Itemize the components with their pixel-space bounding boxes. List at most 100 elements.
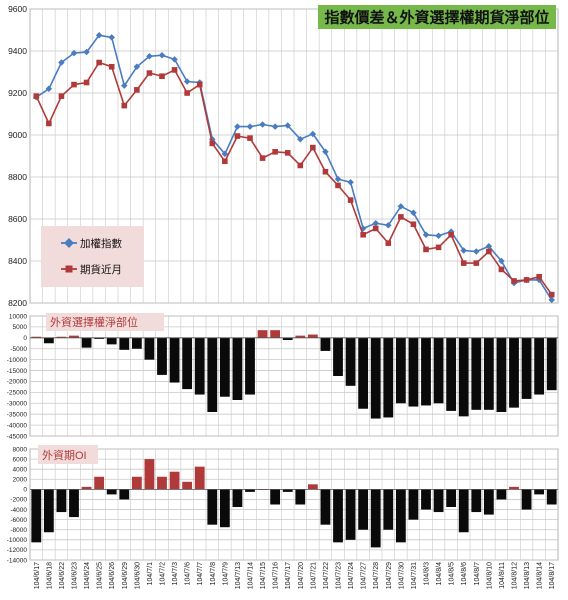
bar xyxy=(194,337,205,395)
data-point xyxy=(134,87,140,93)
data-point xyxy=(310,144,316,151)
x-tick-label: 104/6/22 xyxy=(59,562,66,589)
bar xyxy=(157,476,167,490)
y-tick-label: -25000 xyxy=(7,390,28,397)
bar xyxy=(333,337,343,376)
chart-title-box xyxy=(318,5,556,29)
bar xyxy=(534,337,545,395)
data-point xyxy=(347,197,354,203)
bar xyxy=(119,489,130,500)
bar xyxy=(521,489,532,510)
data-point xyxy=(158,51,166,59)
bar xyxy=(131,337,142,349)
x-tick-label: 104/6/26 xyxy=(109,562,116,589)
y-tick-label: -5000 xyxy=(10,346,27,353)
y-tick-label: -45000 xyxy=(7,433,28,440)
data-point xyxy=(284,150,291,156)
bar xyxy=(521,337,532,399)
y-tick-label: -10000 xyxy=(7,357,28,364)
bar xyxy=(69,489,79,518)
bar xyxy=(31,489,42,543)
bar xyxy=(496,489,507,500)
bar xyxy=(345,337,356,386)
y-tick-label: -14000 xyxy=(7,557,28,564)
data-point xyxy=(511,278,517,284)
data-point xyxy=(297,135,304,143)
x-tick-label: 104/6/17 xyxy=(34,562,41,589)
bar xyxy=(546,489,557,505)
data-point xyxy=(96,59,102,66)
data-point xyxy=(410,209,417,216)
data-point xyxy=(372,225,379,232)
data-point xyxy=(171,56,178,63)
bar xyxy=(182,337,193,390)
data-point xyxy=(259,121,266,128)
bar xyxy=(56,489,67,513)
x-tick-label: 104/8/3 xyxy=(424,562,431,585)
data-point xyxy=(335,182,341,189)
data-point xyxy=(334,175,342,183)
data-point xyxy=(297,162,304,169)
data-point xyxy=(473,260,480,266)
bar xyxy=(219,489,230,528)
bar xyxy=(496,337,507,412)
panel-title-box xyxy=(38,445,98,464)
bar xyxy=(43,337,54,344)
x-tick-label: 104/8/6 xyxy=(461,562,468,585)
bar xyxy=(408,337,419,407)
data-point xyxy=(397,203,405,210)
bar xyxy=(421,489,431,510)
y-tick-label: 4000 xyxy=(13,466,28,473)
bar xyxy=(307,484,318,490)
bar xyxy=(307,334,318,338)
bar xyxy=(408,489,419,520)
data-point xyxy=(486,248,492,255)
x-tick-label: 104/6/24 xyxy=(84,562,91,589)
bar xyxy=(534,489,545,495)
y-tick-label: -20000 xyxy=(7,379,28,386)
x-tick-label: 104/7/15 xyxy=(260,562,267,589)
data-point xyxy=(435,244,442,251)
x-tick-label: 104/7/24 xyxy=(348,562,355,589)
bar xyxy=(31,336,42,338)
data-point xyxy=(347,178,354,186)
data-point xyxy=(410,221,417,228)
legend-label: 期貨近月 xyxy=(80,263,122,276)
bar xyxy=(131,476,142,490)
data-point xyxy=(498,266,505,273)
x-tick-label: 104/8/11 xyxy=(499,562,506,589)
x-tick-label: 104/6/23 xyxy=(72,562,79,589)
bar xyxy=(383,337,394,418)
x-tick-label: 104/6/29 xyxy=(122,562,129,589)
legend-label: 加權指數 xyxy=(80,237,122,250)
bar xyxy=(245,489,255,492)
data-point xyxy=(548,296,555,304)
bar xyxy=(320,489,331,525)
legend-box xyxy=(41,226,144,287)
bar xyxy=(483,337,494,410)
y-tick-label: -35000 xyxy=(7,411,28,418)
panel-title: 外資期OI xyxy=(42,449,87,462)
x-tick-label: 104/7/1 xyxy=(147,562,154,585)
bar xyxy=(509,486,519,490)
bar xyxy=(370,489,381,548)
x-tick-label: 104/7/30 xyxy=(398,562,405,589)
data-point xyxy=(159,73,165,79)
data-point xyxy=(548,291,555,298)
bar xyxy=(433,337,444,404)
bar xyxy=(270,489,281,505)
bar xyxy=(546,337,557,391)
y-tick-label: 9600 xyxy=(8,4,27,14)
legend-marker xyxy=(65,265,73,273)
x-tick-label: 104/8/7 xyxy=(474,562,481,585)
y-tick-label: -8000 xyxy=(10,527,27,534)
y-tick-label: 8800 xyxy=(8,172,27,182)
y-tick-label: 2000 xyxy=(13,477,28,484)
bar xyxy=(395,337,406,404)
bar xyxy=(194,466,205,490)
bar xyxy=(471,337,482,410)
bar xyxy=(207,337,218,412)
x-tick-label: 104/7/3 xyxy=(172,562,179,585)
bar xyxy=(232,489,243,508)
